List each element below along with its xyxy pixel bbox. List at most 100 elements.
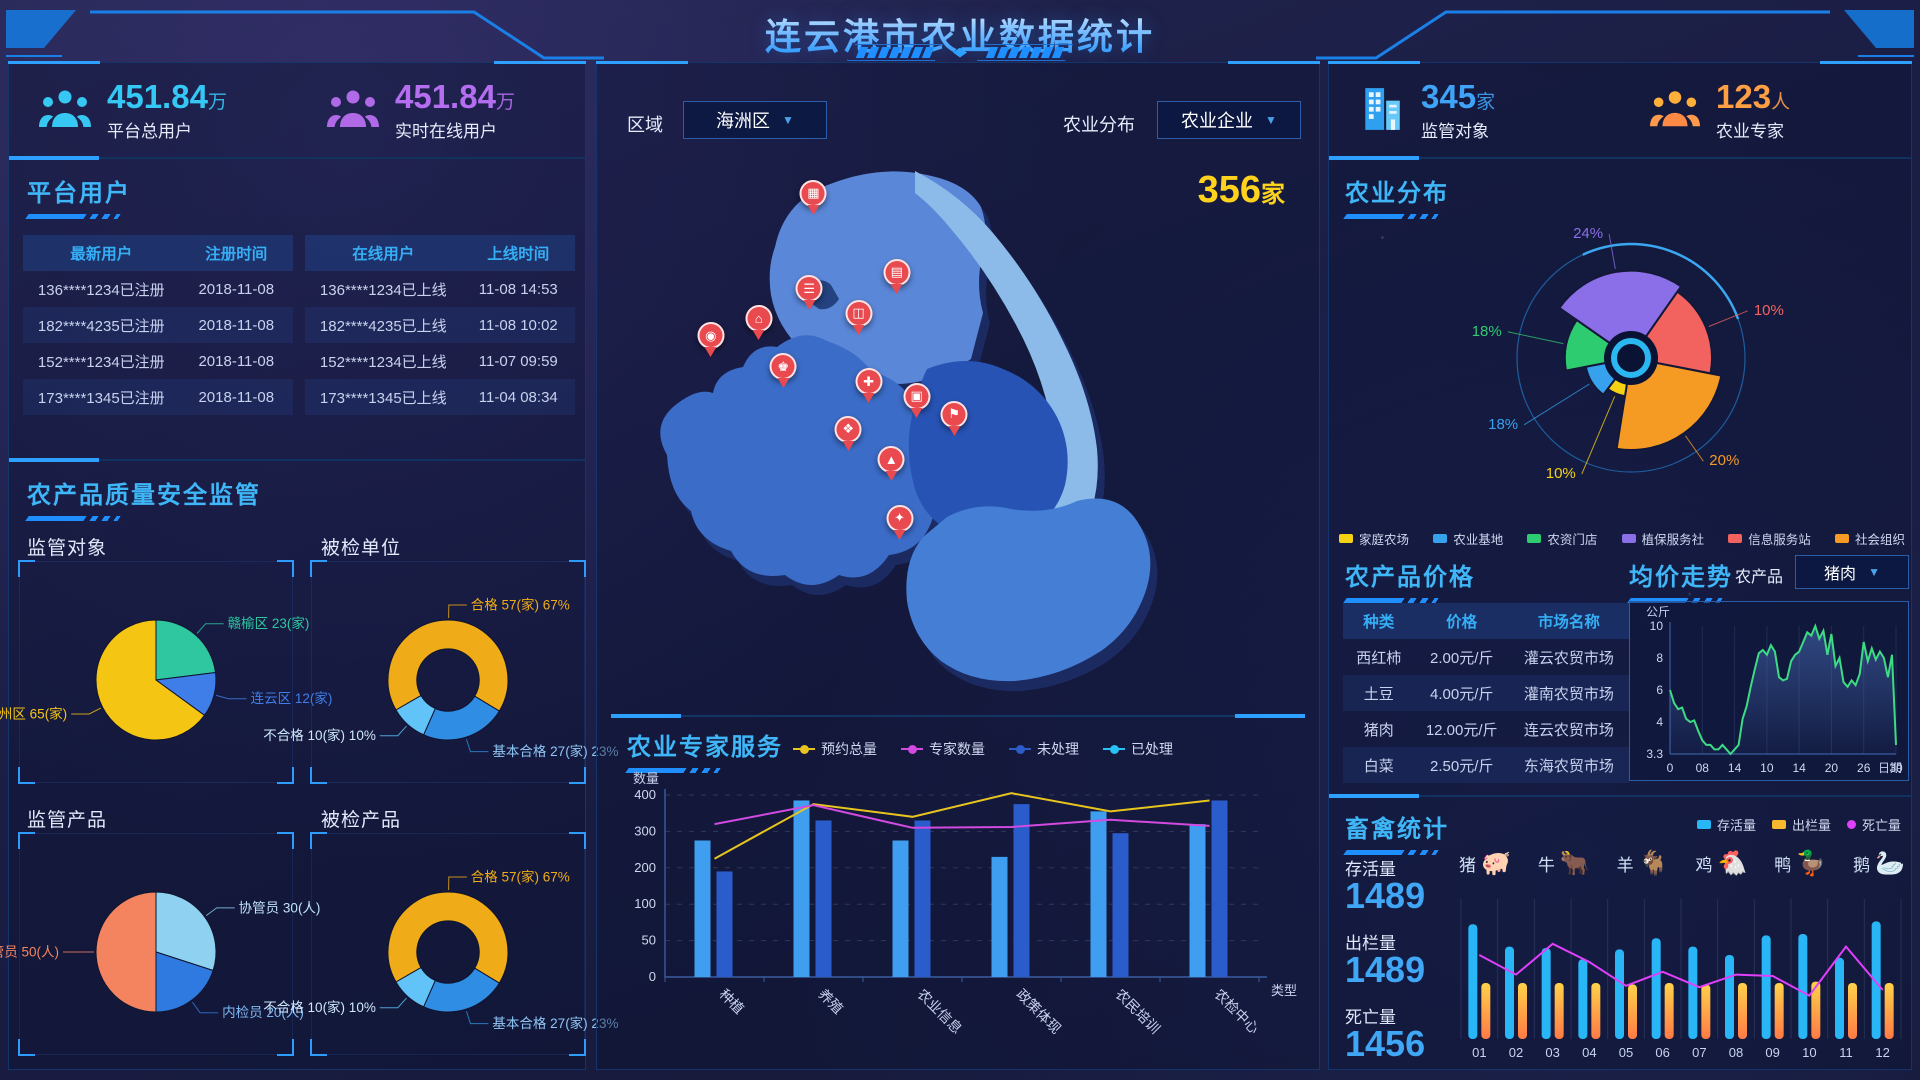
divider bbox=[1329, 156, 1911, 160]
header-ribs bbox=[847, 44, 1073, 61]
legend-marker bbox=[1771, 820, 1786, 829]
svg-text:农检中心: 农检中心 bbox=[1211, 986, 1262, 1037]
online-table: 在线用户 上线时间 136****1234已上线 11-08 14:53 182****… bbox=[305, 235, 575, 415]
region-select-value: 海洲区 bbox=[716, 111, 771, 131]
legend-item[interactable]: 专家数量 bbox=[901, 739, 985, 759]
animal-tab-鸡[interactable]: 鸡 🐔 bbox=[1695, 850, 1748, 877]
checked-unit-card: 合格 57(家) 67% 基本合格 27(家) 23% 不合格 10(家) 10% bbox=[263, 560, 618, 784]
legend-marker bbox=[1339, 534, 1353, 543]
online-users-icon bbox=[327, 89, 379, 134]
dead-value: 1456 bbox=[1345, 1023, 1426, 1064]
svg-text:0: 0 bbox=[1667, 761, 1674, 775]
svg-text:10: 10 bbox=[1802, 1045, 1816, 1060]
table-row: 土豆 4.00元/斤 灌南农贸市场 bbox=[1343, 675, 1629, 711]
svg-text:05: 05 bbox=[1619, 1045, 1633, 1060]
map-pin[interactable]: ⌂ bbox=[745, 304, 773, 340]
svg-text:协管员 30(人): 协管员 30(人) bbox=[239, 900, 321, 915]
svg-text:3.3: 3.3 bbox=[1646, 747, 1663, 761]
svg-text:07: 07 bbox=[1692, 1045, 1706, 1060]
left-panel: 451.84万 平台总用户 451.84万 实时在线用户 bbox=[0, 61, 618, 1070]
svg-text:赣榆区 23(家): 赣榆区 23(家) bbox=[228, 615, 310, 631]
svg-text:08: 08 bbox=[1729, 1045, 1743, 1060]
experts-stat: 123人 农业专家 bbox=[1620, 69, 1911, 153]
map-pin[interactable]: ◫ bbox=[845, 299, 872, 335]
experts-value: 123 bbox=[1716, 77, 1772, 115]
legend-item[interactable]: 预约总量 bbox=[793, 739, 877, 759]
svg-text:10%: 10% bbox=[1546, 465, 1576, 482]
svg-text:基本合格 27(家) 23%: 基本合格 27(家) 23% bbox=[492, 743, 618, 759]
animal-tab-鹅[interactable]: 鹅 🦢 bbox=[1853, 850, 1905, 877]
svg-text:日期: 日期 bbox=[1878, 761, 1902, 775]
map-pin[interactable]: ▦ bbox=[799, 179, 827, 215]
animal-tab-牛[interactable]: 牛 🐂 bbox=[1537, 850, 1590, 877]
region-select[interactable]: 海洲区 ▼ bbox=[683, 101, 827, 139]
diamond-icon bbox=[953, 47, 967, 58]
table-header: 种类 价格 市场名称 bbox=[1343, 603, 1629, 639]
map-region-north[interactable] bbox=[769, 171, 986, 384]
chart-label-supervise-target: 监管对象 bbox=[27, 538, 108, 559]
animal-tab-羊[interactable]: 羊 🐐 bbox=[1616, 850, 1669, 877]
table-row: 173****1345已注册 2018-11-08 bbox=[23, 379, 293, 415]
chart-label-checked-unit: 被检单位 bbox=[321, 538, 402, 559]
map-pin-icon: ✚ bbox=[855, 368, 883, 396]
svg-text:300: 300 bbox=[634, 823, 656, 838]
animal-icon: 🦆 bbox=[1796, 850, 1827, 877]
legend-marker bbox=[1009, 744, 1031, 754]
svg-text:04: 04 bbox=[1582, 1045, 1596, 1060]
animal-icon: 🐔 bbox=[1717, 850, 1748, 877]
sold-value: 1489 bbox=[1345, 949, 1426, 990]
map-pin[interactable]: ⚑ bbox=[940, 400, 968, 436]
divider bbox=[9, 156, 585, 160]
region-label: 区域 bbox=[627, 115, 663, 135]
map-pin[interactable]: ▣ bbox=[903, 382, 931, 418]
map-pin[interactable]: ❖ bbox=[834, 415, 862, 451]
svg-text:不合格 10(家) 10%: 不合格 10(家) 10% bbox=[263, 999, 376, 1015]
map-pin-icon: ☰ bbox=[795, 275, 823, 303]
map-pin[interactable]: ✚ bbox=[855, 368, 883, 404]
legend-item[interactable]: 家庭农场 bbox=[1339, 529, 1409, 548]
table-row: 猪肉 12.00元/斤 连云农贸市场 bbox=[1363, 721, 1614, 739]
expert-service-chart: 0 50 100 200 300 400 数量 类型 种植 养殖 农业信息 政策体现 农民培训 农检中心 bbox=[613, 765, 1305, 1065]
svg-text:合格 57(家) 67%: 合格 57(家) 67% bbox=[471, 597, 570, 613]
animal-tab-鸭[interactable]: 鸭 🦆 bbox=[1774, 850, 1827, 877]
map-pin-icon: ♚ bbox=[769, 353, 797, 381]
product-select[interactable]: 猪肉 ▼ bbox=[1795, 555, 1909, 589]
svg-text:11: 11 bbox=[1839, 1045, 1853, 1060]
map-pin[interactable]: ▤ bbox=[883, 258, 911, 294]
legend-item[interactable]: 植保服务社 bbox=[1621, 529, 1704, 548]
trend-section-title: 均价走势 bbox=[1627, 557, 1791, 603]
header-decoration-right bbox=[1316, 10, 1914, 60]
legend-item[interactable]: 未处理 bbox=[1009, 739, 1079, 759]
legend-item[interactable]: 信息服务站 bbox=[1728, 529, 1811, 548]
distribution-select[interactable]: 农业企业 ▼ bbox=[1157, 101, 1301, 139]
chevron-down-icon: ▼ bbox=[782, 113, 794, 127]
livestock-legend: 存活量 出栏量 死亡量 bbox=[1696, 815, 1901, 834]
legend-item[interactable]: 已处理 bbox=[1103, 739, 1173, 759]
svg-text:政策体现: 政策体现 bbox=[1013, 986, 1064, 1037]
legend-item[interactable]: 死亡量 bbox=[1846, 815, 1901, 834]
livestock-section-title: 畜禽统计 bbox=[1343, 809, 1507, 855]
legend-item[interactable]: 农业基地 bbox=[1433, 529, 1503, 548]
svg-text:0: 0 bbox=[649, 969, 656, 984]
legend-item[interactable]: 存活量 bbox=[1696, 815, 1756, 834]
chart-label-checked-product: 被检产品 bbox=[321, 810, 402, 831]
expert-legend: 预约总量 专家数量 未处理 已处理 bbox=[793, 739, 1173, 759]
legend-item[interactable]: 农资门店 bbox=[1527, 529, 1597, 548]
map-pin[interactable]: ✦ bbox=[886, 504, 914, 540]
map-region-south[interactable] bbox=[906, 498, 1151, 682]
map-pin[interactable]: ♚ bbox=[769, 353, 797, 389]
divider bbox=[611, 714, 1305, 718]
animal-tab-猪[interactable]: 猪 🐖 bbox=[1459, 850, 1511, 877]
legend-marker bbox=[1834, 534, 1849, 543]
map-pin[interactable]: ☰ bbox=[795, 275, 823, 311]
map-pin[interactable]: ▲ bbox=[877, 445, 905, 481]
map-pin-icon: ▦ bbox=[799, 179, 827, 207]
legend-item[interactable]: 社会组织 bbox=[1834, 529, 1905, 548]
legend-item[interactable]: 出栏量 bbox=[1771, 815, 1831, 834]
map-pin[interactable]: ◉ bbox=[697, 322, 725, 358]
online-users-label: 实时在线用户 bbox=[395, 122, 497, 142]
svg-text:08: 08 bbox=[1696, 761, 1710, 775]
total-users-value: 451.84 bbox=[107, 77, 208, 115]
map-markers-layer: ▦ ☰ ▤ ◫ ⌂ ◉ ♚ ✚ ▣ ⚑ ❖ ▲ ✦ bbox=[615, 155, 1299, 700]
legend-marker bbox=[1846, 820, 1856, 829]
